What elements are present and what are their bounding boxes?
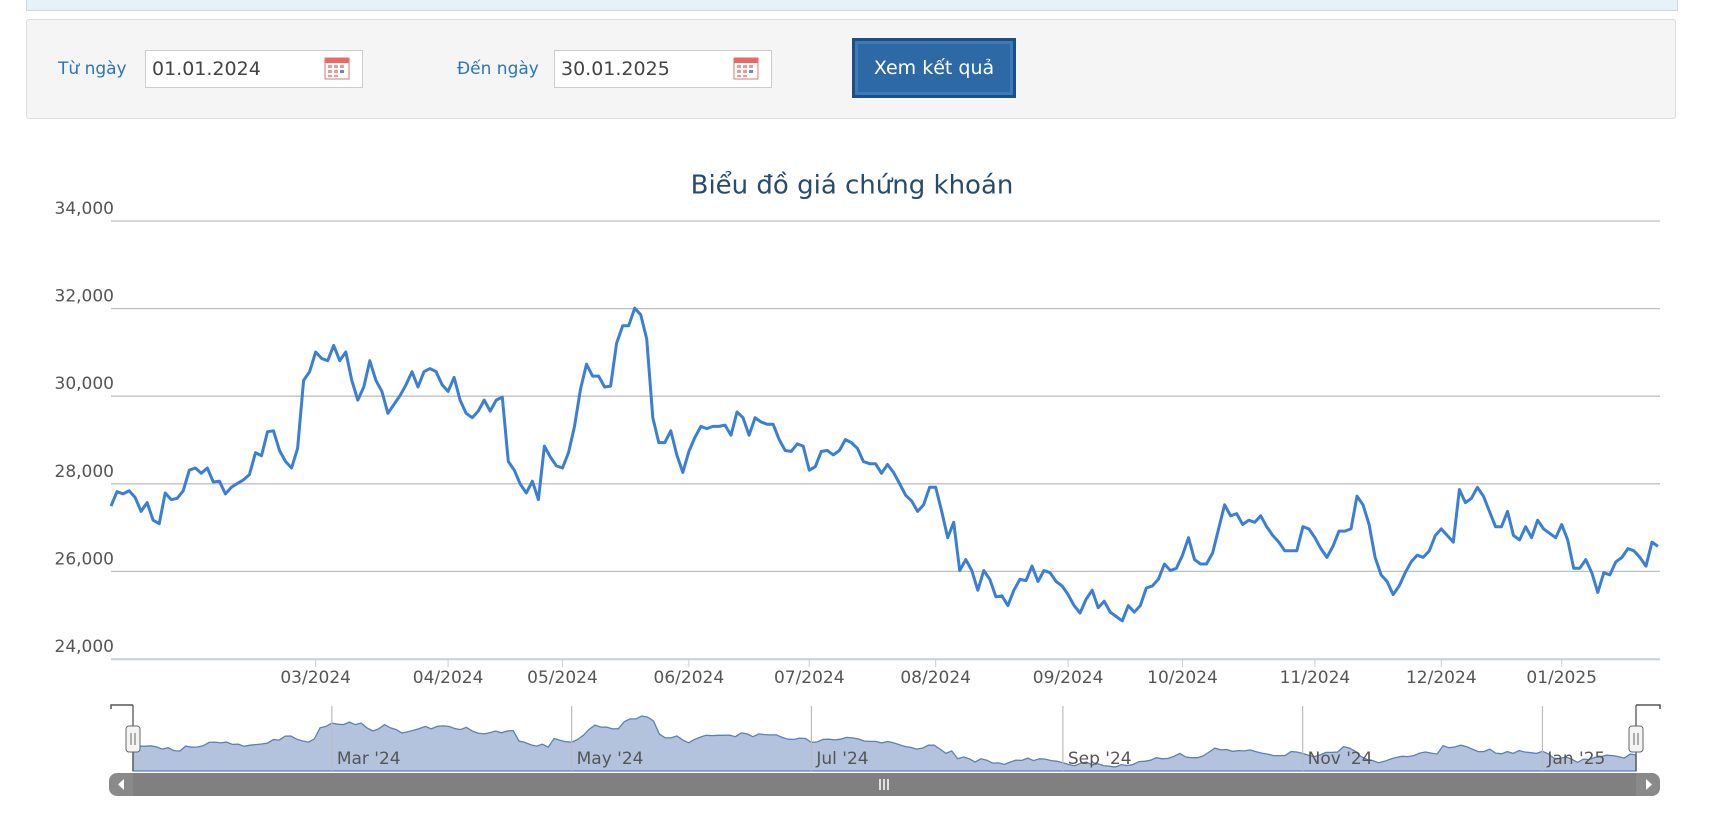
handle-grip: [130, 733, 136, 745]
from-date-value: 01.01.2024: [152, 58, 261, 80]
navigator-handle[interactable]: [1628, 725, 1644, 753]
x-tick-label: 04/2024: [413, 668, 484, 688]
price-line: [109, 306, 1659, 623]
navigator-outline: [110, 704, 1661, 709]
x-tick-label: 07/2024: [774, 668, 845, 688]
x-tick-label: 12/2024: [1406, 668, 1477, 688]
y-tick-label: 24,000: [55, 637, 114, 657]
y-tick-label: 28,000: [55, 462, 114, 482]
x-tick-label: 03/2024: [280, 668, 351, 688]
to-label: Đến ngày: [457, 59, 539, 79]
x-tick-label: 11/2024: [1280, 668, 1351, 688]
handle-grip: [1633, 733, 1639, 745]
to-date-value: 30.01.2025: [561, 58, 670, 80]
submit-button[interactable]: Xem kết quả: [852, 38, 1016, 98]
navigator-label: Jul '24: [815, 749, 868, 769]
to-date-input[interactable]: 30.01.2025: [554, 50, 772, 88]
scroll-right-arrow[interactable]: [1646, 779, 1652, 790]
scroll-left-arrow[interactable]: [118, 779, 124, 790]
navigator-label: Mar '24: [337, 749, 401, 769]
x-tick-label: 06/2024: [654, 668, 725, 688]
x-tick-label: 08/2024: [900, 668, 971, 688]
y-tick-label: 34,000: [55, 199, 114, 219]
navigator-area: [132, 715, 1637, 772]
y-tick-label: 26,000: [55, 549, 114, 569]
navigator-label: Nov '24: [1308, 749, 1373, 769]
navigator-label: May '24: [577, 749, 644, 769]
from-label: Từ ngày: [58, 59, 127, 79]
date-filter: Từ ngày 01.01.2024 Đến ngày 30.01.2025 X…: [26, 19, 1676, 119]
calendar-icon[interactable]: [324, 56, 350, 80]
calendar-icon[interactable]: [733, 56, 759, 80]
x-tick-label: 05/2024: [527, 668, 598, 688]
scroll-grip: [879, 779, 889, 790]
x-tick-label: 01/2025: [1526, 668, 1597, 688]
navigator-handle[interactable]: [125, 725, 141, 753]
navigator-label: Sep '24: [1068, 749, 1132, 769]
chart-title: Biểu đồ giá chứng khoán: [691, 170, 1014, 201]
x-tick-label: 10/2024: [1147, 668, 1218, 688]
top-bar: [26, 0, 1678, 11]
y-tick-label: 32,000: [55, 287, 114, 307]
from-date-input[interactable]: 01.01.2024: [145, 50, 363, 88]
x-tick-label: 09/2024: [1033, 668, 1104, 688]
y-tick-label: 30,000: [55, 374, 114, 394]
navigator-label: Jan '25: [1546, 749, 1605, 769]
navigator-series: Mar '24 May '24 Jul '24 Sep '24 Nov '24 Jan '…: [132, 706, 1637, 772]
navigator: [109, 704, 1661, 796]
